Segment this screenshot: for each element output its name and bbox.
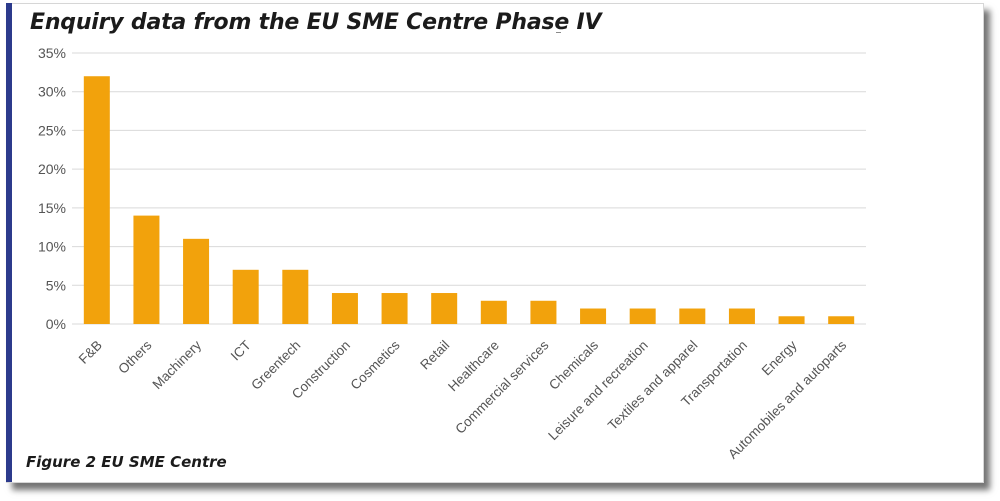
y-tick-label: 5% — [46, 277, 66, 293]
x-tick-label: Textiles and apparel — [605, 338, 701, 434]
figure-title: Enquiry data from the EU SME Centre Phas… — [30, 10, 602, 35]
bar — [828, 316, 855, 324]
y-tick-label: 25% — [38, 122, 66, 138]
bar — [580, 308, 607, 324]
x-tick-label: Retail — [417, 338, 452, 373]
x-tick-label: Machinery — [150, 337, 205, 392]
bar — [728, 308, 755, 324]
y-axis-ticks: 0% 5% 10% 15% 20% 25% 30% 35% — [38, 45, 66, 332]
bar — [778, 316, 805, 324]
bar — [679, 308, 706, 324]
figure-card — [6, 3, 984, 483]
bars — [83, 76, 855, 324]
bar — [133, 215, 160, 324]
accent-bar — [6, 3, 12, 482]
decorative-dash — [556, 32, 561, 33]
bar — [431, 293, 458, 324]
y-tick-label: 20% — [38, 161, 66, 177]
y-tick-label: 0% — [46, 316, 66, 332]
y-tick-label: 35% — [38, 45, 66, 61]
figure-caption: Figure 2 EU SME Centre — [26, 453, 227, 471]
bar — [282, 269, 309, 324]
bar — [83, 76, 110, 324]
bar — [480, 300, 507, 324]
bar — [331, 293, 358, 324]
y-tick-label: 30% — [38, 84, 66, 100]
y-tick-label: 10% — [38, 239, 66, 255]
bar — [530, 300, 557, 324]
bar — [183, 238, 210, 324]
bar — [629, 308, 656, 324]
x-tick-label: Cosmetics — [348, 337, 403, 392]
bar — [381, 293, 408, 324]
y-tick-label: 15% — [38, 200, 66, 216]
x-tick-label: ICT — [228, 338, 254, 364]
x-tick-label: Leisure and recreation — [545, 338, 651, 444]
x-tick-label: Others — [115, 337, 154, 376]
x-tick-label: Commercial services — [452, 337, 551, 436]
x-tick-label: Energy — [759, 337, 800, 378]
x-tick-label: F&B — [76, 338, 105, 367]
bar — [232, 269, 259, 324]
